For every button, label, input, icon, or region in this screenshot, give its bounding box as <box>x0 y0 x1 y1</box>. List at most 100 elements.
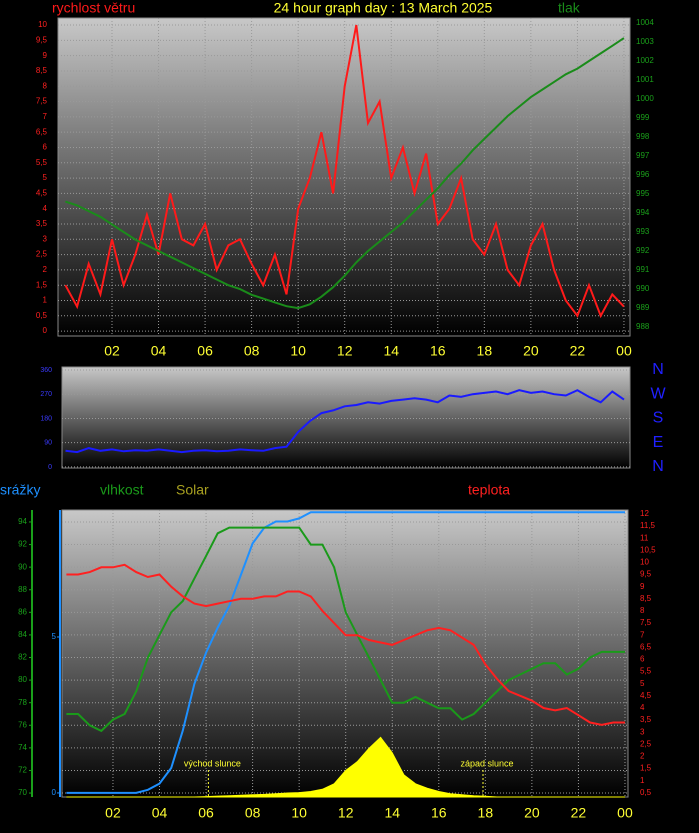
y-tick-label: 74 <box>18 743 27 752</box>
y2-tick-label: N <box>652 361 664 378</box>
y-tick-label: 90 <box>18 562 27 571</box>
y-tick-label: 80 <box>18 675 27 684</box>
series-label: vlhkost <box>100 482 144 498</box>
series-label: srážky <box>0 482 40 498</box>
y-tick-label: 3,5 <box>36 219 48 228</box>
y2-tick-label: 1001 <box>636 75 654 84</box>
y2-tick-label: 994 <box>636 208 650 217</box>
y2-tick-label: 1 <box>640 776 645 785</box>
x-tick-label: 08 <box>244 343 260 359</box>
y2-tick-label: 2,5 <box>640 739 652 748</box>
y-tick-label: 6,5 <box>36 127 48 136</box>
y2-tick-label: 1003 <box>636 37 654 46</box>
y2-tick-label: 9,5 <box>640 570 652 579</box>
y-tick-label: 1,5 <box>36 280 48 289</box>
y2-tick-label: 8,5 <box>640 594 652 603</box>
y-tick-label: 270 <box>40 391 52 398</box>
y2-tick-label: 10,5 <box>640 545 656 554</box>
y2-tick-label: 0,5 <box>640 788 652 797</box>
y2-tick-label: 6 <box>640 655 645 664</box>
y2-tick-label: 996 <box>636 170 650 179</box>
y2-tick-label: 1000 <box>636 94 654 103</box>
x-tick-label: 06 <box>198 805 214 821</box>
y2-tick-label: 988 <box>636 322 650 331</box>
series-line <box>65 37 625 310</box>
y2-tick-label: 11,5 <box>640 521 656 530</box>
y3-tick-label: 0 <box>52 788 57 797</box>
y-tick-label: 9 <box>43 51 48 60</box>
chart-title: 24 hour graph day : 13 March 2025 <box>274 0 493 16</box>
annotation: východ slunce <box>184 758 241 768</box>
y-tick-label: 0 <box>48 464 52 471</box>
x-tick-label: 00 <box>616 343 632 359</box>
x-tick-label: 22 <box>570 343 586 359</box>
series-line <box>65 389 625 454</box>
x-tick-label: 10 <box>290 343 306 359</box>
y2-tick-label: 11 <box>640 533 649 542</box>
y3-tick-label: 5 <box>52 632 57 641</box>
y2-tick-label: 5,5 <box>640 667 652 676</box>
y-tick-label: 5 <box>43 173 48 182</box>
x-tick-label: 02 <box>105 805 121 821</box>
y-tick-label: 4,5 <box>36 188 48 197</box>
series-line <box>66 563 625 726</box>
y-tick-label: 7 <box>43 112 48 121</box>
y-tick-label: 2 <box>43 265 48 274</box>
y-tick-label: 180 <box>40 415 52 422</box>
series-label: Solar <box>176 482 209 498</box>
series-label: rychlost větru <box>52 0 135 16</box>
series-label: teplota <box>468 482 510 498</box>
x-tick-label: 12 <box>337 343 353 359</box>
y-tick-label: 72 <box>18 766 27 775</box>
y-tick-label: 82 <box>18 653 27 662</box>
y-tick-label: 78 <box>18 698 27 707</box>
x-tick-label: 20 <box>524 805 540 821</box>
y-tick-label: 2,5 <box>36 250 48 259</box>
y2-tick-label: 990 <box>636 284 650 293</box>
x-tick-label: 18 <box>477 343 493 359</box>
y-tick-label: 8,5 <box>36 66 48 75</box>
y-tick-label: 3 <box>43 234 48 243</box>
y2-tick-label: 7,5 <box>640 618 652 627</box>
y2-tick-label: 997 <box>636 151 650 160</box>
y2-tick-label: S <box>653 410 664 427</box>
y2-tick-label: E <box>653 434 664 451</box>
x-tick-label: 00 <box>617 805 633 821</box>
x-tick-label: 06 <box>197 343 213 359</box>
x-tick-label: 16 <box>431 805 447 821</box>
series-line <box>66 511 625 794</box>
y-tick-label: 1 <box>43 296 48 305</box>
y2-tick-label: 3,5 <box>640 715 652 724</box>
x-tick-label: 12 <box>338 805 354 821</box>
series-area <box>66 736 625 798</box>
y-tick-label: 92 <box>18 540 27 549</box>
x-tick-label: 04 <box>152 805 168 821</box>
x-tick-label: 10 <box>291 805 307 821</box>
y-tick-label: 8 <box>43 81 48 90</box>
y-tick-label: 4 <box>43 204 48 213</box>
x-tick-label: 18 <box>478 805 494 821</box>
y2-tick-label: 989 <box>636 303 650 312</box>
y2-tick-label: 6,5 <box>640 642 652 651</box>
y-tick-label: 94 <box>18 517 27 526</box>
y2-tick-label: 7 <box>640 630 645 639</box>
y-tick-label: 10 <box>38 20 47 29</box>
y2-tick-label: 5 <box>640 679 645 688</box>
plot-background <box>57 17 631 337</box>
y-tick-label: 88 <box>18 585 27 594</box>
x-tick-label: 04 <box>151 343 167 359</box>
y2-tick-label: 4 <box>640 703 645 712</box>
y-tick-label: 0 <box>43 326 48 335</box>
y2-tick-label: 9 <box>640 582 645 591</box>
x-tick-label: 14 <box>384 805 400 821</box>
x-tick-label: 02 <box>104 343 120 359</box>
y2-tick-label: N <box>652 458 664 475</box>
series-line <box>64 24 625 319</box>
y-tick-label: 360 <box>40 367 52 374</box>
y-tick-label: 9,5 <box>36 35 48 44</box>
y2-tick-label: 4,5 <box>640 691 652 700</box>
series-label: tlak <box>558 0 581 16</box>
y2-tick-label: 3 <box>640 727 645 736</box>
y-tick-label: 86 <box>18 607 27 616</box>
